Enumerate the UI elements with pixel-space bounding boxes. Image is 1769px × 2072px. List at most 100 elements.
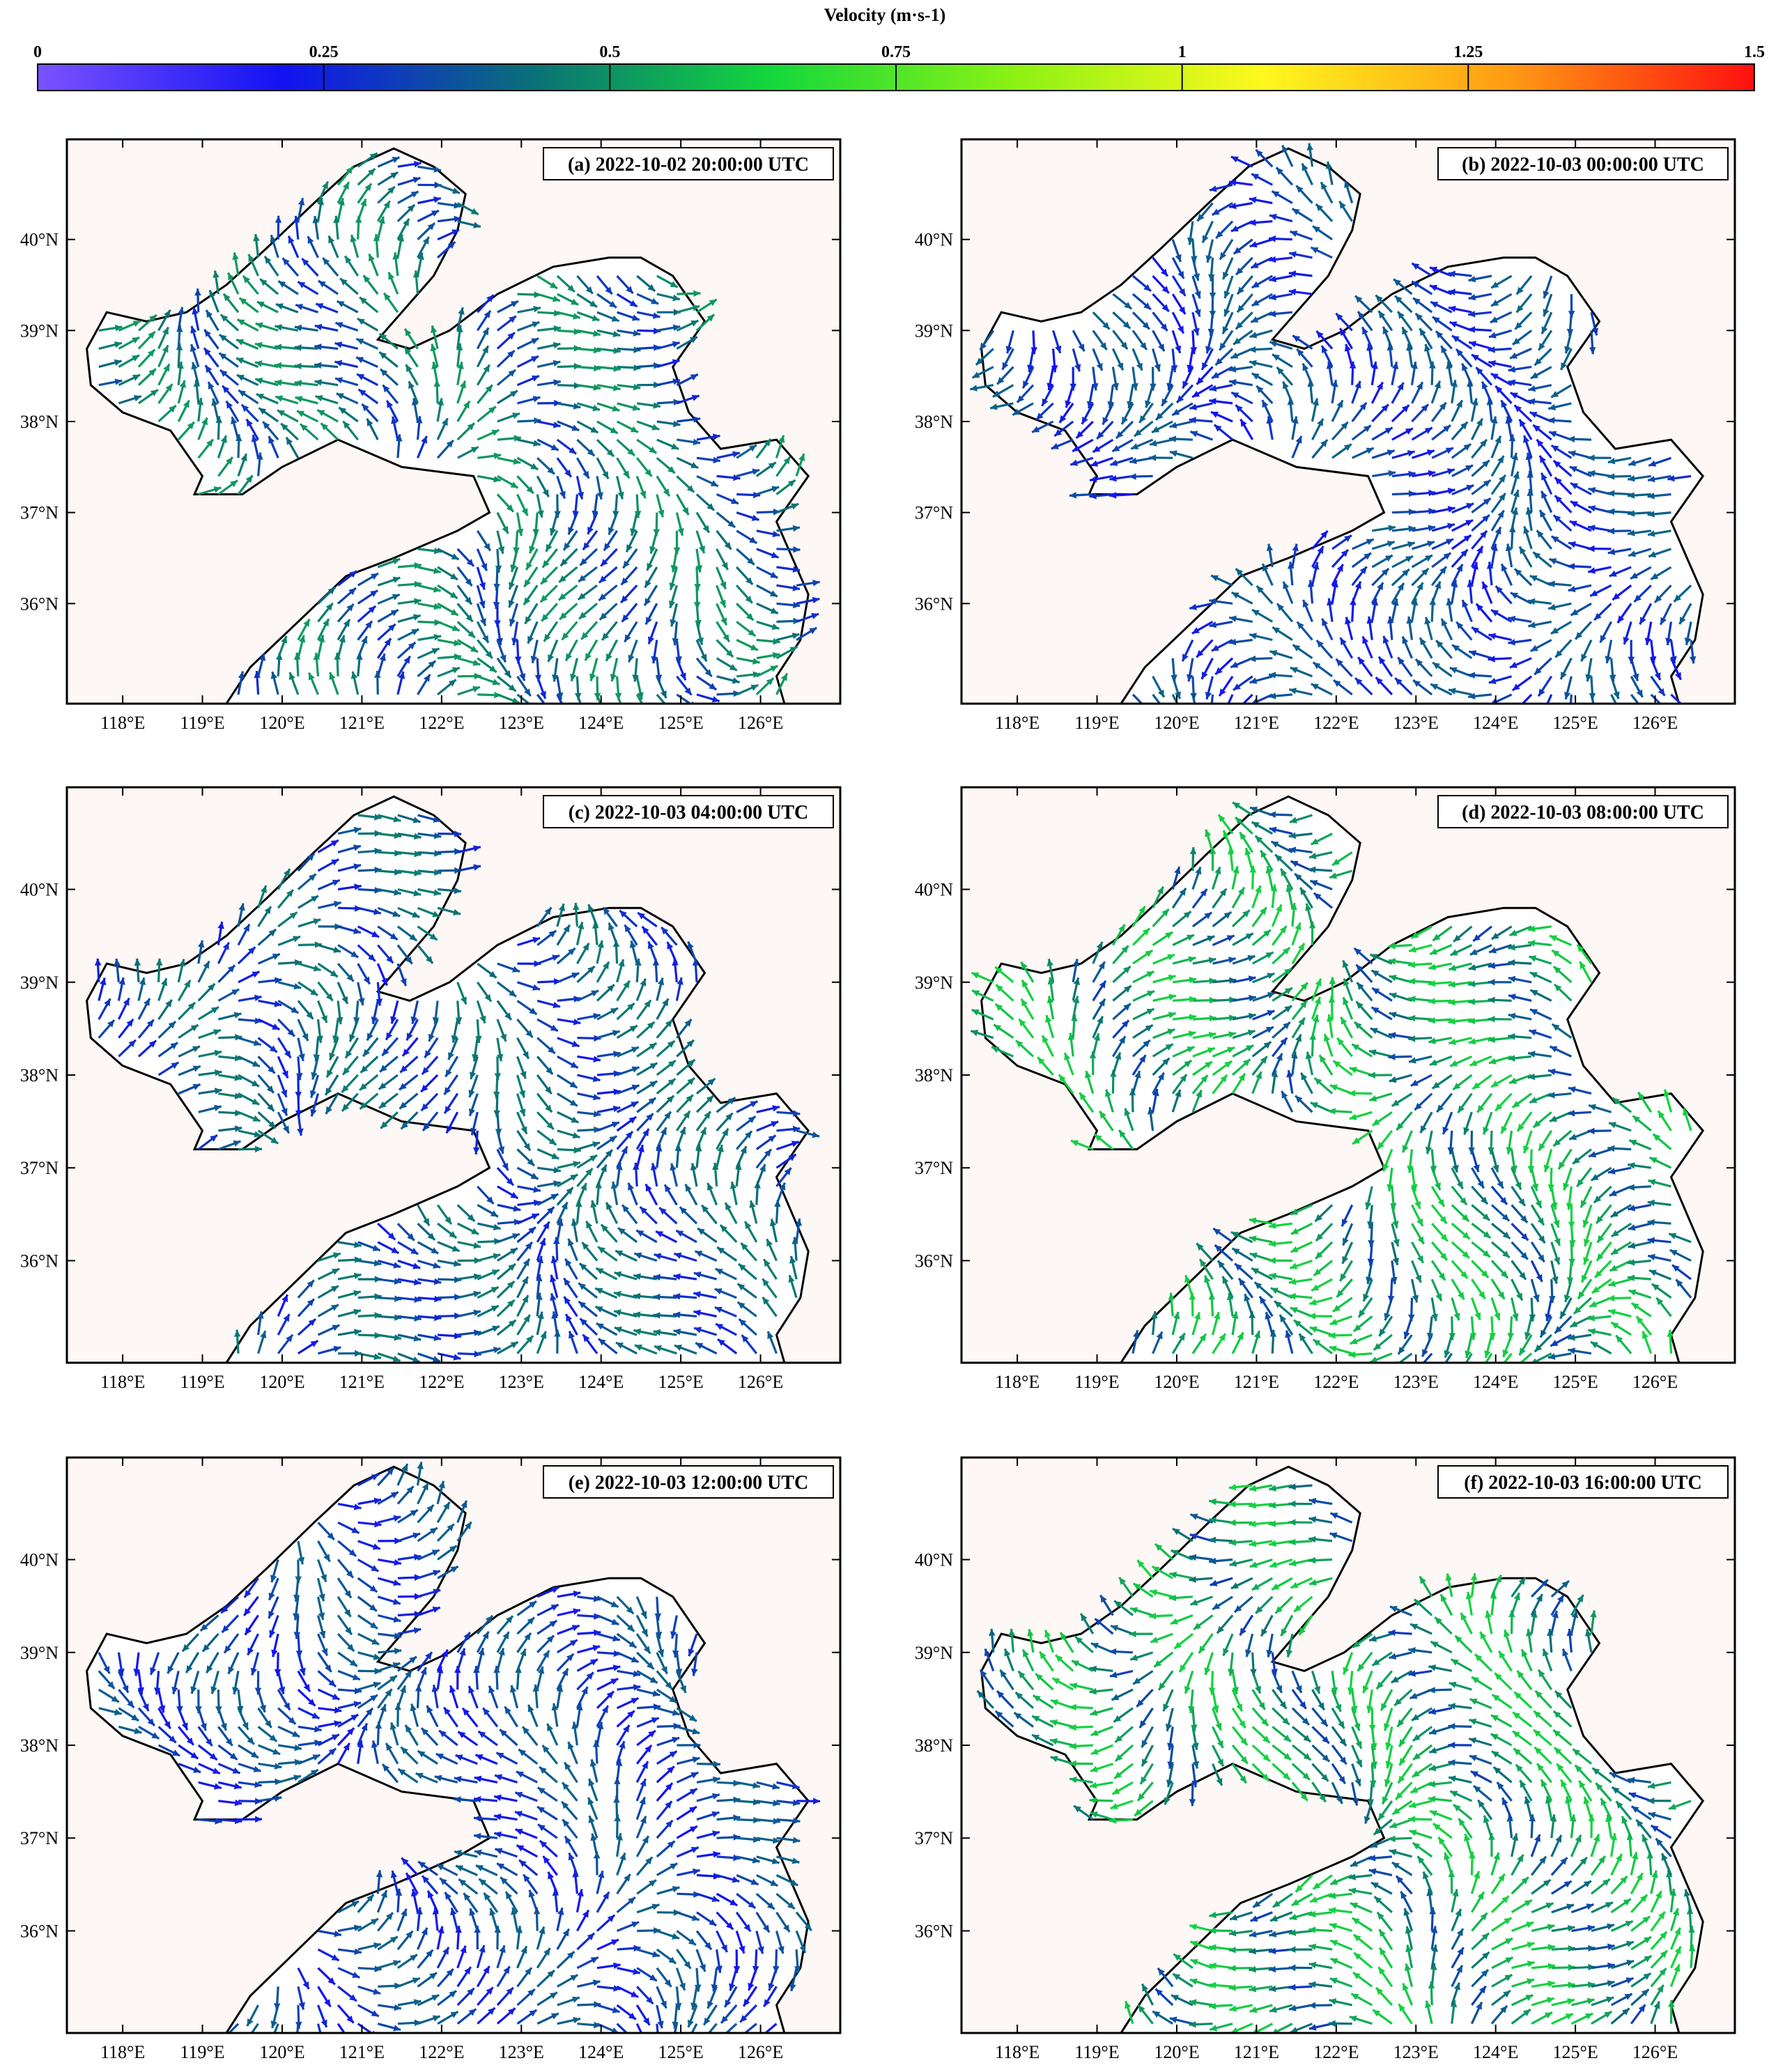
velocity-arrow [716,639,734,658]
velocity-arrow [1589,584,1612,598]
velocity-arrow [1361,635,1373,659]
velocity-arrow [1471,1074,1492,1090]
velocity-arrow [1389,975,1412,984]
velocity-arrow [1272,946,1291,965]
velocity-arrow [1329,1957,1353,1970]
velocity-arrow [776,1110,801,1117]
velocity-arrow [233,1329,241,1354]
x-tick-label: 120°E [259,2042,304,2062]
velocity-arrow [337,1687,362,1694]
colorbar-tick-label: 0.75 [881,43,911,61]
velocity-arrow [1650,675,1666,697]
velocity-arrow [1272,353,1293,368]
velocity-arrow [437,906,461,915]
velocity-arrow [635,2004,651,2026]
velocity-arrow [217,1140,241,1151]
velocity-arrow [270,234,279,258]
velocity-arrow [1214,348,1234,366]
velocity-arrow [541,548,559,569]
velocity-arrow [417,1241,440,1255]
velocity-arrow [1429,1809,1453,1821]
velocity-arrow [1265,1311,1274,1336]
velocity-arrow [562,1818,578,1839]
velocity-arrow [1451,1149,1459,1173]
velocity-arrow [756,1105,780,1113]
velocity-arrow [650,1163,658,1187]
velocity-arrow [1490,293,1513,307]
velocity-arrow [736,1892,757,1910]
velocity-arrow [1092,438,1114,454]
velocity-arrow [1235,311,1253,330]
velocity-arrow [477,474,502,483]
velocity-arrow [1329,1939,1353,1951]
velocity-arrow [203,329,219,350]
velocity-arrow [1411,1707,1433,1722]
velocity-arrow [796,580,820,587]
velocity-arrow [238,1111,261,1122]
velocity-arrow [1428,962,1453,971]
velocity-arrow [238,994,262,1002]
velocity-arrow [617,383,641,391]
velocity-arrow [1394,1781,1413,1801]
velocity-arrow [1110,1800,1134,1810]
velocity-arrow [1127,385,1134,409]
velocity-arrow [1414,1092,1433,1111]
velocity-arrow [336,392,359,405]
velocity-arrow [1514,311,1533,330]
velocity-arrow [1216,1614,1234,1634]
velocity-arrow [979,1669,995,1690]
velocity-arrow [435,1863,458,1876]
velocity-arrow [1471,1204,1491,1221]
velocity-arrow [1338,201,1354,222]
velocity-arrow [1231,1311,1239,1336]
velocity-arrow [1269,275,1293,283]
velocity-arrow [436,1968,454,1988]
velocity-arrow [663,1184,678,1206]
velocity-arrow [315,395,339,405]
velocity-arrow [1538,455,1553,477]
velocity-arrow [1251,1041,1272,1058]
velocity-arrow [1231,1689,1244,1712]
velocity-arrow [1131,293,1152,311]
velocity-arrow [1431,1074,1453,1090]
y-tick-label: 36°N [915,594,953,614]
velocity-arrow [1252,1010,1275,1021]
velocity-arrow [437,2011,459,2025]
velocity-arrow [971,989,994,1002]
velocity-arrow [118,1689,135,1709]
velocity-arrow [516,1019,534,1039]
velocity-arrow [695,657,713,678]
velocity-arrow [1451,548,1469,569]
velocity-arrow [357,1722,369,1746]
velocity-arrow [405,1872,419,1894]
velocity-arrow [1229,1911,1253,1921]
velocity-arrow [1047,977,1055,1001]
velocity-arrow [397,580,422,588]
velocity-arrow [157,999,173,1020]
velocity-arrow [401,1037,419,1057]
velocity-arrow [417,1549,440,1561]
velocity-arrow [655,1230,678,1244]
velocity-arrow [1059,1632,1074,1653]
velocity-arrow [1275,167,1294,186]
velocity-arrow [1209,1927,1233,1934]
velocity-arrow [476,1965,490,1988]
velocity-arrow [359,1092,379,1111]
velocity-arrow [1368,1868,1393,1877]
velocity-arrow [635,1761,649,1784]
velocity-arrow [1490,1297,1501,1321]
velocity-arrow [575,1703,583,1727]
velocity-arrow [1312,225,1334,241]
velocity-arrow [1450,2000,1458,2024]
velocity-arrow [298,1707,320,1719]
velocity-arrow [410,1703,419,1727]
velocity-arrow [337,883,362,891]
velocity-arrow [1513,404,1533,423]
velocity-arrow [1416,1855,1433,1876]
velocity-arrow [417,944,434,964]
velocity-arrow [1292,644,1313,660]
velocity-arrow [1608,1122,1632,1132]
velocity-arrow [1228,1501,1253,1508]
velocity-arrow [1021,1649,1035,1672]
velocity-arrow [117,1670,130,1694]
